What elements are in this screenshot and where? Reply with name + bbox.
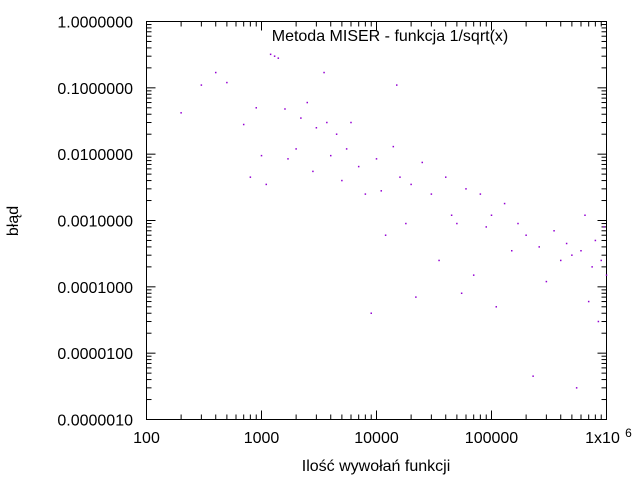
data-point bbox=[226, 81, 228, 84]
y-tick-label: 0.0000010 bbox=[57, 413, 133, 430]
data-point bbox=[495, 306, 498, 308]
data-point bbox=[392, 145, 395, 148]
data-point bbox=[242, 123, 245, 126]
data-point bbox=[421, 161, 424, 164]
data-point bbox=[357, 165, 360, 168]
data-point bbox=[335, 133, 338, 135]
data-point bbox=[565, 242, 568, 245]
data-point bbox=[456, 222, 458, 225]
data-point bbox=[460, 292, 463, 295]
data-point bbox=[269, 53, 272, 56]
data-point bbox=[214, 71, 217, 74]
x-tick-label: 100 bbox=[133, 430, 160, 447]
data-point bbox=[265, 183, 268, 186]
data-point bbox=[444, 176, 447, 178]
data-point bbox=[580, 249, 582, 252]
data-point bbox=[384, 234, 387, 236]
data-point bbox=[405, 222, 407, 225]
data-point bbox=[472, 274, 475, 276]
data-point bbox=[430, 193, 433, 195]
data-point bbox=[399, 176, 401, 178]
data-point bbox=[517, 222, 519, 225]
y-tick-label: 1.0000000 bbox=[57, 15, 133, 32]
chart-title: Metoda MISER - funkcja 1/sqrt(x) bbox=[272, 28, 509, 45]
y-tick-label: 0.0100000 bbox=[57, 147, 133, 164]
data-point bbox=[329, 154, 332, 157]
y-axis-label: błąd bbox=[5, 206, 22, 236]
data-point bbox=[277, 57, 280, 59]
data-point bbox=[306, 101, 309, 104]
data-point bbox=[370, 312, 372, 314]
data-point bbox=[511, 249, 513, 252]
data-point bbox=[503, 202, 506, 205]
data-point bbox=[587, 300, 590, 303]
data-point bbox=[200, 84, 203, 86]
data-point bbox=[295, 148, 297, 150]
y-tick-label: 0.0000100 bbox=[57, 346, 133, 363]
data-point bbox=[525, 234, 527, 236]
data-point bbox=[284, 108, 286, 110]
data-point bbox=[415, 296, 417, 298]
data-point bbox=[490, 214, 493, 216]
data-point bbox=[341, 179, 343, 182]
axis-ticks bbox=[146, 21, 607, 420]
x-tick-exponent: 6 bbox=[625, 426, 632, 440]
data-point bbox=[538, 246, 540, 248]
data-point bbox=[575, 387, 578, 389]
data-point bbox=[597, 320, 600, 323]
data-points bbox=[180, 53, 608, 389]
data-point bbox=[287, 158, 289, 160]
x-tick-label: 10000 bbox=[354, 430, 399, 447]
data-point bbox=[180, 112, 182, 114]
data-point bbox=[323, 71, 325, 74]
data-point bbox=[438, 259, 440, 262]
data-point bbox=[345, 148, 348, 150]
data-point bbox=[350, 121, 352, 124]
data-point bbox=[591, 266, 593, 268]
data-point bbox=[380, 190, 383, 192]
y-tick-label: 0.0001000 bbox=[57, 280, 133, 297]
data-point bbox=[260, 154, 263, 157]
data-point bbox=[553, 230, 555, 232]
data-point bbox=[584, 214, 586, 216]
plot-area-frame bbox=[146, 21, 607, 420]
data-point bbox=[479, 193, 482, 195]
data-point bbox=[450, 214, 453, 216]
y-tick-label: 0.1000000 bbox=[57, 81, 133, 98]
data-point bbox=[559, 259, 562, 262]
data-point bbox=[600, 259, 602, 262]
y-tick-labels: 0.0000010 0.0000100 0.0001000 0.0010000 0.01… bbox=[57, 15, 133, 430]
data-point bbox=[410, 183, 412, 186]
data-point bbox=[364, 193, 367, 195]
data-point bbox=[485, 226, 487, 228]
y-tick-label: 0.0010000 bbox=[57, 214, 133, 231]
data-point bbox=[273, 55, 276, 57]
data-point bbox=[465, 188, 467, 190]
data-point bbox=[532, 375, 534, 377]
x-tick-label: 1000 bbox=[244, 430, 280, 447]
data-point bbox=[594, 239, 597, 242]
data-point bbox=[300, 117, 302, 119]
x-axis-label: Ilość wywołań funkcji bbox=[302, 458, 451, 475]
data-point bbox=[571, 254, 573, 256]
data-point bbox=[255, 107, 257, 109]
data-point bbox=[312, 170, 314, 173]
x-tick-labels: 100 1000 10000 100000 1x10 6 bbox=[133, 426, 632, 447]
data-point bbox=[315, 127, 318, 129]
data-point bbox=[603, 226, 605, 228]
x-tick-label: 100000 bbox=[465, 430, 518, 447]
data-point bbox=[545, 280, 548, 283]
data-point bbox=[326, 121, 328, 124]
data-point bbox=[249, 176, 252, 178]
x-tick-label: 1x10 bbox=[585, 430, 620, 447]
data-point bbox=[375, 158, 378, 160]
data-point bbox=[605, 274, 608, 276]
data-point bbox=[396, 84, 398, 86]
